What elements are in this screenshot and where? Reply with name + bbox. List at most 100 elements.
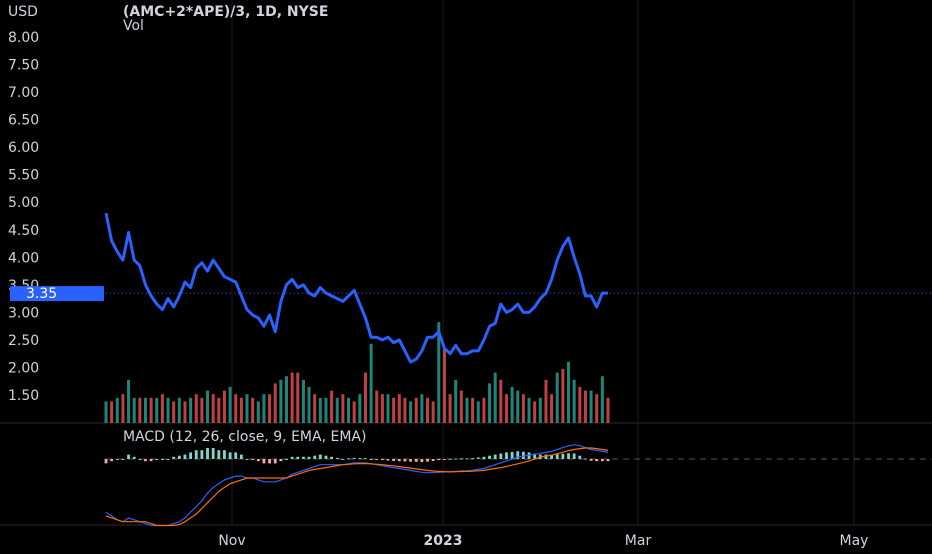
macd-hist-bar-34 bbox=[296, 456, 300, 459]
macd-hist-bar-9 bbox=[155, 459, 159, 460]
volume-bar-70 bbox=[499, 379, 503, 423]
macd-hist-bar-45 bbox=[358, 458, 362, 460]
macd-hist-bar-14 bbox=[183, 454, 187, 459]
macd-hist-bar-31 bbox=[279, 459, 283, 462]
macd-hist-bar-21 bbox=[223, 450, 226, 459]
volume-bar-41 bbox=[335, 397, 339, 423]
macd-hist-bar-38 bbox=[318, 454, 322, 459]
volume-bar-28 bbox=[262, 394, 266, 423]
macd-hist-bar-60 bbox=[443, 459, 446, 460]
volume-bar-11 bbox=[166, 397, 170, 423]
volume-bar-22 bbox=[228, 387, 232, 423]
macd-hist-bar-70 bbox=[499, 453, 503, 459]
macd-hist-bar-18 bbox=[206, 448, 209, 459]
y-tick-label-6: 5.00 bbox=[8, 195, 39, 211]
volume-bar-9 bbox=[155, 397, 159, 423]
y-tick-label-8: 4.00 bbox=[8, 250, 39, 266]
macd-hist-bar-4 bbox=[127, 454, 130, 459]
volume-bar-3 bbox=[121, 394, 125, 423]
volume-bar-73 bbox=[516, 390, 520, 423]
volume-bar-15 bbox=[189, 397, 193, 423]
last-price-label: 3.35 bbox=[26, 286, 57, 302]
macd-hist-bar-24 bbox=[239, 454, 243, 459]
macd-hist-bar-69 bbox=[493, 454, 497, 459]
volume-bar-55 bbox=[414, 397, 418, 423]
volume-bar-0 bbox=[104, 401, 108, 423]
volume-bar-80 bbox=[555, 372, 559, 423]
volume-bar-14 bbox=[183, 401, 187, 423]
volume-bar-86 bbox=[589, 390, 593, 423]
volume-bar-75 bbox=[527, 397, 531, 423]
macd-hist-bar-39 bbox=[324, 455, 328, 459]
macd-hist-bar-0 bbox=[104, 459, 108, 464]
macd-hist-bar-2 bbox=[115, 459, 119, 460]
volume-bar-53 bbox=[403, 397, 407, 423]
macd-hist-bar-55 bbox=[414, 459, 418, 462]
volume-bar-50 bbox=[386, 394, 390, 423]
volume-bar-32 bbox=[284, 376, 288, 423]
volume-bar-13 bbox=[177, 397, 181, 423]
volume-bar-19 bbox=[211, 394, 215, 423]
macd-hist-bar-42 bbox=[341, 459, 345, 460]
macd-hist-bar-50 bbox=[386, 459, 390, 461]
macd-hist-bar-54 bbox=[409, 459, 412, 462]
macd-hist-bar-19 bbox=[211, 448, 215, 459]
volume-bar-57 bbox=[426, 397, 430, 423]
macd-hist-bar-41 bbox=[335, 457, 339, 459]
macd-hist-bar-40 bbox=[330, 456, 334, 459]
macd-hist-bar-27 bbox=[256, 459, 260, 462]
volume-bar-44 bbox=[352, 401, 356, 423]
volume-bar-48 bbox=[375, 390, 379, 423]
volume-bar-43 bbox=[347, 397, 351, 423]
macd-hist-bar-5 bbox=[132, 456, 136, 459]
y-tick-label-3: 6.50 bbox=[8, 113, 39, 129]
volume-bar-4 bbox=[127, 379, 131, 423]
macd-hist-bar-37 bbox=[313, 455, 317, 459]
volume-bar-5 bbox=[132, 397, 136, 423]
macd-hist-bar-26 bbox=[251, 459, 255, 460]
macd-hist-bar-20 bbox=[217, 450, 221, 459]
volume-bar-47 bbox=[369, 343, 373, 423]
x-tick-label-2: Mar bbox=[625, 533, 652, 549]
volume-bar-26 bbox=[251, 397, 255, 423]
volume-bar-36 bbox=[307, 387, 311, 423]
macd-hist-bar-48 bbox=[375, 459, 379, 460]
macd-hist-bar-46 bbox=[364, 458, 367, 460]
macd-hist-bar-6 bbox=[138, 459, 142, 460]
macd-hist-bar-35 bbox=[302, 456, 305, 459]
macd-hist-bar-43 bbox=[347, 458, 350, 460]
volume-bar-77 bbox=[538, 397, 542, 423]
macd-hist-bar-58 bbox=[431, 459, 435, 461]
volume-label: Vol bbox=[123, 18, 144, 34]
macd-hist-bar-72 bbox=[510, 451, 514, 459]
volume-bar-10 bbox=[160, 394, 164, 423]
macd-hist-bar-59 bbox=[437, 459, 441, 461]
volume-bar-87 bbox=[595, 394, 599, 423]
macd-hist-bar-64 bbox=[465, 458, 469, 460]
macd-hist-bar-82 bbox=[567, 453, 570, 459]
volume-bar-84 bbox=[578, 387, 582, 423]
volume-bar-60 bbox=[442, 347, 446, 423]
macd-title: MACD (12, 26, close, 9, EMA, EMA) bbox=[123, 429, 366, 445]
macd-hist-bar-78 bbox=[544, 454, 548, 459]
y-tick-label-7: 4.50 bbox=[8, 223, 39, 239]
macd-hist-bar-32 bbox=[285, 459, 288, 460]
volume-bar-56 bbox=[420, 394, 424, 423]
volume-bar-16 bbox=[194, 394, 198, 423]
macd-hist-bar-1 bbox=[110, 459, 114, 462]
macd-hist-bar-83 bbox=[572, 453, 576, 459]
macd-hist-bar-10 bbox=[161, 459, 164, 460]
y-tick-label-1: 7.50 bbox=[8, 58, 39, 74]
volume-bar-6 bbox=[138, 397, 142, 423]
volume-bar-20 bbox=[217, 397, 221, 423]
volume-bar-71 bbox=[504, 394, 508, 423]
volume-bar-12 bbox=[172, 401, 176, 423]
macd-hist-bar-53 bbox=[403, 459, 407, 462]
macd-hist-bar-81 bbox=[561, 453, 565, 459]
volume-bar-30 bbox=[273, 383, 277, 423]
macd-hist-bar-13 bbox=[177, 455, 181, 459]
y-tick-label-0: 8.00 bbox=[8, 30, 39, 46]
macd-hist-bar-22 bbox=[228, 452, 232, 459]
volume-bar-74 bbox=[521, 394, 525, 423]
